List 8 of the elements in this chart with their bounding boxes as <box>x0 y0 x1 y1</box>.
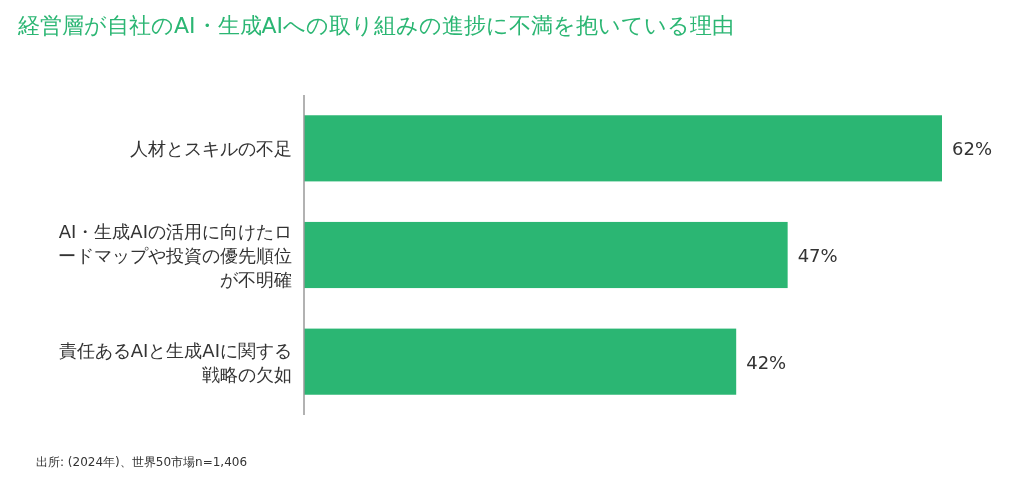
value-label: 62% <box>952 138 992 160</box>
category-label: 責任あるAIと生成AIに関する戦略の欠如 <box>58 339 292 385</box>
annotation: 出所: (2024年)、世界50市場n=1,406 <box>36 455 248 469</box>
value-label: 42% <box>746 351 787 373</box>
category-label: 人材とスキルの不足 <box>130 138 292 160</box>
category-label: AI・生成AIの活用に向けたロードマップや投資の優先順位が不明確 <box>58 221 292 290</box>
title: 経営層が自社のAI・生成AIへの取り組みの進捗に不満を抱いている理由 <box>18 13 735 38</box>
value-label: 47% <box>797 245 838 266</box>
